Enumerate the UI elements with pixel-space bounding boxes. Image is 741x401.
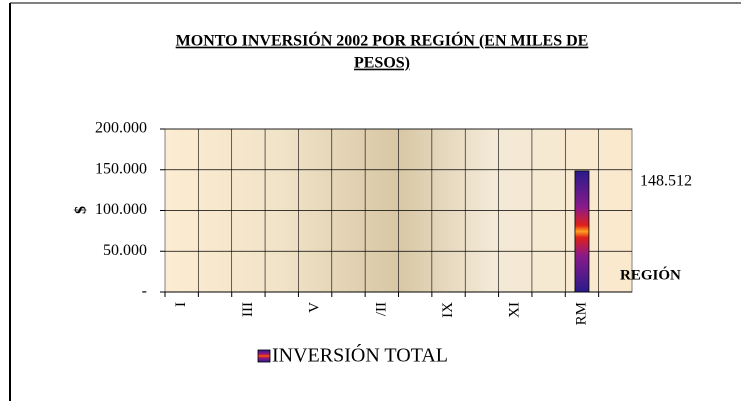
legend-label: INVERSIÓN TOTAL [272,343,448,367]
x-tick-label: IX [440,302,456,318]
y-tick-label: 100.000 [95,201,147,218]
x-tick-label: XI [507,302,523,318]
x-axis-label: REGIÓN [620,266,681,283]
chart-title: PESOS) [354,55,410,72]
y-tick-label: 200.000 [95,120,147,137]
x-tick-label: /II [373,302,389,316]
data-label: 148.512 [640,173,692,190]
x-tick-label: III [240,302,256,317]
y-axis-label: $ [73,206,90,214]
legend-swatch [257,349,271,363]
y-tick-label: - [142,283,147,300]
x-tick-label: V [307,302,323,313]
chart-title: MONTO INVERSIÓN 2002 POR REGIÓN (EN MILE… [176,31,589,50]
bar [574,170,590,293]
y-tick-label: 50.000 [103,242,147,259]
x-tick-label: RM [573,302,589,325]
x-tick-label: I [173,302,189,307]
y-tick-label: 150.000 [95,160,147,177]
